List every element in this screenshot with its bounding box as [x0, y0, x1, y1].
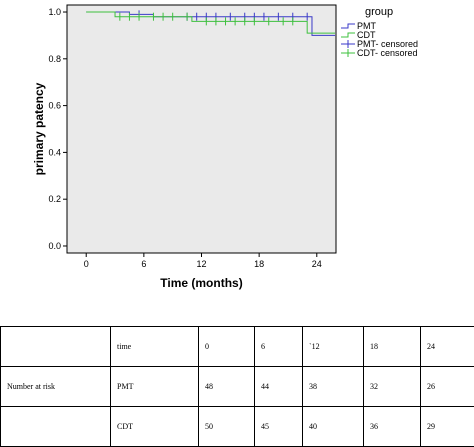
table-cell: 48 — [198, 366, 255, 407]
table-cell: 32 — [363, 366, 421, 407]
plot-area — [66, 4, 337, 254]
table-cell: 24 — [420, 326, 474, 367]
y-axis: 0.0 0.2 0.4 0.6 0.8 1.0 — [48, 7, 67, 251]
table-row-pmt: Number at risk PMT 48 44 38 32 26 — [0, 366, 474, 407]
y-tick-label: 0.0 — [48, 241, 61, 251]
y-axis-title: primary patency — [32, 82, 46, 175]
x-tick-label: 0 — [84, 259, 89, 269]
x-tick-label: 24 — [312, 259, 322, 269]
legend-item-label: PMT — [357, 21, 377, 31]
table-cell: CDT — [110, 406, 199, 447]
y-tick-label: 0.8 — [48, 54, 61, 64]
km-chart: 0.0 0.2 0.4 0.6 0.8 1.0 0 6 12 18 24 Time (months… — [32, 4, 418, 290]
y-tick-label: 0.6 — [48, 101, 61, 111]
series-layer — [86, 10, 336, 36]
table-cell: 29 — [420, 406, 474, 447]
table-cell: `12 — [302, 326, 364, 367]
table-cell: 44 — [254, 366, 303, 407]
table-cell: 0 — [198, 326, 255, 367]
legend-title: group — [365, 6, 393, 18]
number-at-risk-table: time 0 6 `12 18 24 Number at risk PMT 48… — [0, 326, 474, 447]
km-figure: 0.0 0.2 0.4 0.6 0.8 1.0 0 6 12 18 24 Time (months… — [32, 4, 418, 290]
table-cell — [0, 406, 111, 447]
x-axis: 0 6 12 18 24 — [84, 253, 322, 269]
table-cell: time — [110, 326, 199, 367]
table-cell: Number at risk — [0, 366, 111, 407]
y-tick-label: 0.4 — [48, 147, 61, 157]
table-cell: 38 — [302, 366, 364, 407]
x-tick-label: 12 — [196, 259, 206, 269]
y-tick-label: 0.2 — [48, 194, 61, 204]
table-cell: 45 — [254, 406, 303, 447]
table-header-row: time 0 6 `12 18 24 — [0, 326, 474, 367]
cdt-survival-line — [86, 11, 336, 34]
table-cell: 26 — [420, 366, 474, 407]
table-cell: 40 — [302, 406, 364, 447]
legend-line-swatch — [341, 32, 355, 38]
table-cell: 50 — [198, 406, 255, 447]
table-cell: 36 — [363, 406, 421, 447]
table-cell: PMT — [110, 366, 199, 407]
legend-item-label: PMT- censored — [357, 39, 418, 49]
x-tick-label: 6 — [141, 259, 146, 269]
table-cell: 18 — [363, 326, 421, 367]
legend-item-label: CDT- censored — [357, 48, 418, 58]
legend-line-swatch — [341, 23, 355, 29]
y-tick-label: 1.0 — [48, 7, 61, 17]
x-tick-label: 18 — [254, 259, 264, 269]
table-row-cdt: CDT 50 45 40 36 29 — [0, 406, 474, 447]
table-cell — [0, 326, 111, 367]
legend-item-label: CDT — [357, 30, 376, 40]
table-cell: 6 — [254, 326, 303, 367]
x-axis-title: Time (months) — [160, 276, 242, 290]
